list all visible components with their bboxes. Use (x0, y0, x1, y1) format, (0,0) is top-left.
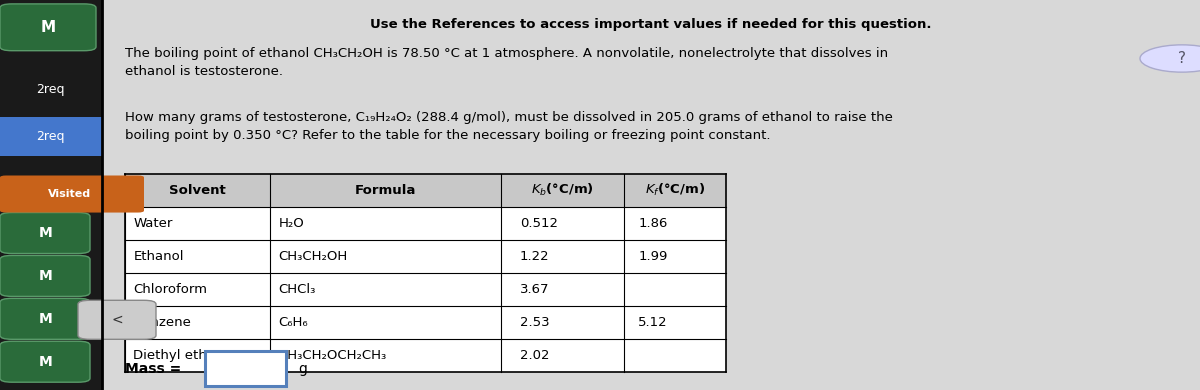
Text: 1.22: 1.22 (520, 250, 550, 263)
Text: Visited: Visited (48, 189, 91, 199)
Text: CH₃CH₂OH: CH₃CH₂OH (278, 250, 348, 263)
Text: Water: Water (133, 217, 173, 230)
Text: 3.67: 3.67 (520, 283, 550, 296)
Text: Chloroform: Chloroform (133, 283, 208, 296)
Text: 2req: 2req (36, 130, 65, 143)
Text: M: M (38, 269, 53, 283)
Text: <: < (112, 313, 124, 327)
Text: M: M (41, 20, 55, 35)
Bar (125, 174, 726, 207)
Text: The boiling point of ethanol CH₃CH₂OH is 78.50 °C at 1 atmosphere. A nonvolatile: The boiling point of ethanol CH₃CH₂OH is… (125, 47, 888, 78)
Text: 2.02: 2.02 (520, 349, 550, 362)
Text: M: M (38, 355, 53, 369)
Text: Benzene: Benzene (133, 316, 191, 329)
Bar (125, 174, 726, 372)
Text: M: M (38, 226, 53, 240)
Text: C₆H₆: C₆H₆ (278, 316, 308, 329)
Text: CH₃CH₂OCH₂CH₃: CH₃CH₂OCH₂CH₃ (278, 349, 386, 362)
Text: 1.99: 1.99 (638, 250, 667, 263)
Text: M: M (38, 312, 53, 326)
Text: CHCl₃: CHCl₃ (278, 283, 316, 296)
Text: 5.12: 5.12 (638, 316, 667, 329)
Text: ?: ? (1178, 51, 1186, 66)
Text: Mass =: Mass = (125, 362, 181, 376)
Text: Ethanol: Ethanol (133, 250, 184, 263)
FancyBboxPatch shape (205, 351, 286, 386)
Text: Diethyl ether: Diethyl ether (133, 349, 221, 362)
Text: 2.53: 2.53 (520, 316, 550, 329)
Text: How many grams of testosterone, C₁₉H₂₄O₂ (288.4 g/mol), must be dissolved in 205: How many grams of testosterone, C₁₉H₂₄O₂… (125, 111, 893, 142)
Text: H₂O: H₂O (278, 217, 304, 230)
Text: g: g (299, 362, 307, 376)
Text: Formula: Formula (354, 184, 416, 197)
Text: $K_f$(°C/m): $K_f$(°C/m) (644, 182, 706, 198)
Text: 2req: 2req (36, 83, 65, 96)
Text: 0.512: 0.512 (520, 217, 558, 230)
Text: Solvent: Solvent (169, 184, 226, 197)
Text: $K_b$(°C/m): $K_b$(°C/m) (530, 182, 594, 198)
Text: 1.86: 1.86 (638, 217, 667, 230)
Text: Use the References to access important values if needed for this question.: Use the References to access important v… (371, 18, 931, 30)
